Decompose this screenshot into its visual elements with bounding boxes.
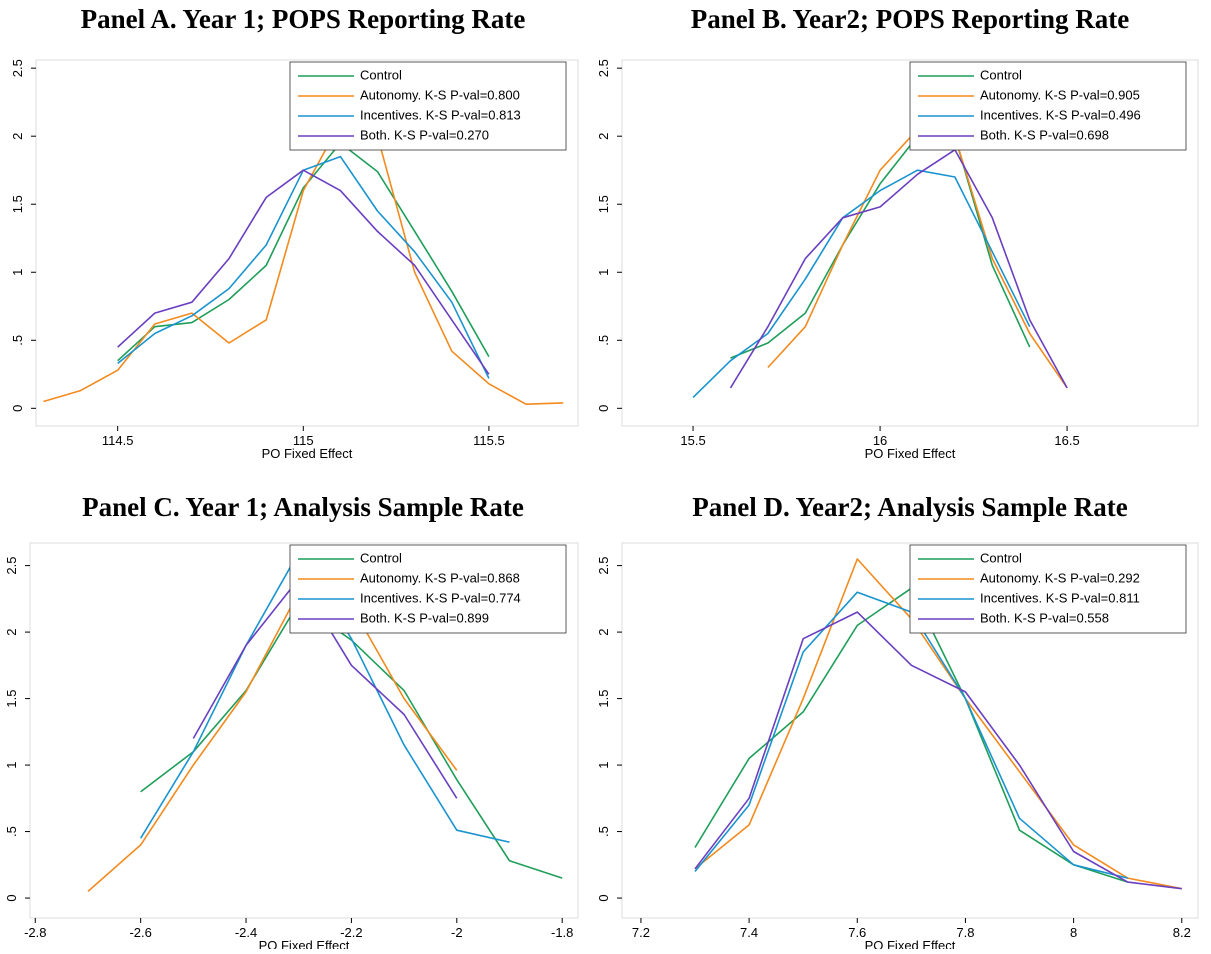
- legend: Control Autonomy. K-S P-val=0.868 Incentiv…: [289, 544, 567, 634]
- legend-label: Autonomy. K-S P-val=0.868: [360, 570, 520, 585]
- x-tick-label: 114.5: [102, 433, 134, 448]
- y-tick-label: .5: [596, 826, 611, 837]
- x-tick-label: -1.8: [551, 925, 573, 940]
- x-tick-label: 7.8: [956, 925, 974, 940]
- series-line: [729, 149, 1068, 389]
- x-tick-label: -2: [451, 925, 463, 940]
- y-tick-label: 0: [10, 405, 25, 412]
- legend-label: Incentives. K-S P-val=0.811: [980, 590, 1140, 605]
- x-axis-label: PO Fixed Effect: [865, 938, 956, 949]
- panel: Panel A. Year 1; POPS Reporting Rate 0 .5 1…: [10, 4, 579, 461]
- series-line: [694, 558, 1182, 890]
- legend-label: Control: [360, 67, 402, 82]
- x-tick-label: 115: [293, 433, 314, 448]
- y-tick-label: 1: [4, 761, 19, 768]
- panel-title: Panel D. Year2; Analysis Sample Rate: [692, 492, 1127, 522]
- legend-label: Incentives. K-S P-val=0.774: [360, 590, 521, 605]
- y-tick-label: 2.5: [596, 59, 611, 77]
- legend-label: Control: [980, 550, 1022, 565]
- y-tick-label: 0: [4, 894, 19, 901]
- legend-label: Incentives. K-S P-val=0.813: [360, 107, 521, 122]
- legend-label: Both. K-S P-val=0.899: [360, 610, 489, 625]
- y-tick-label: 2: [596, 133, 611, 140]
- x-tick-label: -2.8: [24, 925, 46, 940]
- y-tick-label: 2.5: [596, 557, 611, 575]
- x-tick-label: 8.2: [1173, 925, 1191, 940]
- y-tick-label: 1.5: [596, 690, 611, 708]
- y-tick-label: 1: [596, 761, 611, 768]
- legend-label: Autonomy. K-S P-val=0.292: [980, 570, 1140, 585]
- legend-label: Both. K-S P-val=0.270: [360, 127, 489, 142]
- x-tick-label: 7.6: [848, 925, 866, 940]
- x-tick-label: 7.2: [632, 925, 650, 940]
- x-tick-label: -2.6: [129, 925, 151, 940]
- legend-label: Incentives. K-S P-val=0.496: [980, 107, 1141, 122]
- y-tick-label: 0: [596, 405, 611, 412]
- x-tick-label: -2.4: [235, 925, 257, 940]
- panel-title: Panel C. Year 1; Analysis Sample Rate: [82, 492, 524, 522]
- x-tick-label: 16.5: [1054, 433, 1079, 448]
- x-tick-label: 15.5: [680, 433, 705, 448]
- legend: Control Autonomy. K-S P-val=0.800 Incentiv…: [289, 61, 567, 151]
- series-line: [117, 142, 490, 362]
- panel: Panel D. Year2; Analysis Sample Rate 0 .5 1…: [596, 492, 1199, 953]
- x-tick-label: 16: [873, 433, 887, 448]
- x-tick-label: -2.2: [340, 925, 362, 940]
- y-tick-label: .5: [10, 335, 25, 346]
- series-line: [694, 611, 1182, 890]
- y-tick-label: 2: [596, 628, 611, 635]
- legend: Control Autonomy. K-S P-val=0.905 Incentiv…: [909, 61, 1187, 151]
- y-tick-label: .5: [596, 335, 611, 346]
- y-tick-label: 1.5: [10, 195, 25, 213]
- x-tick-label: 8: [1070, 925, 1077, 940]
- legend-label: Both. K-S P-val=0.698: [980, 127, 1109, 142]
- x-axis-label: PO Fixed Effect: [865, 446, 956, 461]
- panel: Panel C. Year 1; Analysis Sample Rate 0 .5…: [4, 492, 579, 953]
- series-line: [117, 169, 490, 375]
- y-tick-label: 1.5: [596, 195, 611, 213]
- series-line: [692, 169, 1031, 398]
- series-line: [87, 591, 458, 892]
- y-tick-label: 1: [10, 269, 25, 276]
- y-tick-label: 2.5: [10, 59, 25, 77]
- y-tick-label: 2: [4, 628, 19, 635]
- y-tick-label: 2: [10, 133, 25, 140]
- panel-title: Panel B. Year2; POPS Reporting Rate: [691, 4, 1129, 34]
- y-tick-label: 1.5: [4, 690, 19, 708]
- x-tick-label: 7.4: [740, 925, 758, 940]
- legend-label: Control: [360, 550, 402, 565]
- legend: Control Autonomy. K-S P-val=0.292 Incentiv…: [909, 544, 1187, 634]
- legend-label: Both. K-S P-val=0.558: [980, 610, 1109, 625]
- legend-label: Autonomy. K-S P-val=0.905: [980, 87, 1140, 102]
- series-line: [730, 135, 1031, 359]
- panel: Panel B. Year2; POPS Reporting Rate 0 .5 1 1…: [596, 4, 1199, 461]
- y-tick-label: 0: [596, 894, 611, 901]
- panel-title: Panel A. Year 1; POPS Reporting Rate: [81, 4, 526, 34]
- y-tick-label: .5: [4, 826, 19, 837]
- x-axis-label: PO Fixed Effect: [262, 446, 353, 461]
- legend-label: Autonomy. K-S P-val=0.800: [360, 87, 520, 102]
- x-axis-label: PO Fixed Effect: [259, 938, 350, 949]
- legend-label: Control: [980, 67, 1022, 82]
- x-tick-label: 115.5: [473, 433, 505, 448]
- series-line: [43, 121, 564, 405]
- y-tick-label: 1: [596, 269, 611, 276]
- y-tick-label: 2.5: [4, 557, 19, 575]
